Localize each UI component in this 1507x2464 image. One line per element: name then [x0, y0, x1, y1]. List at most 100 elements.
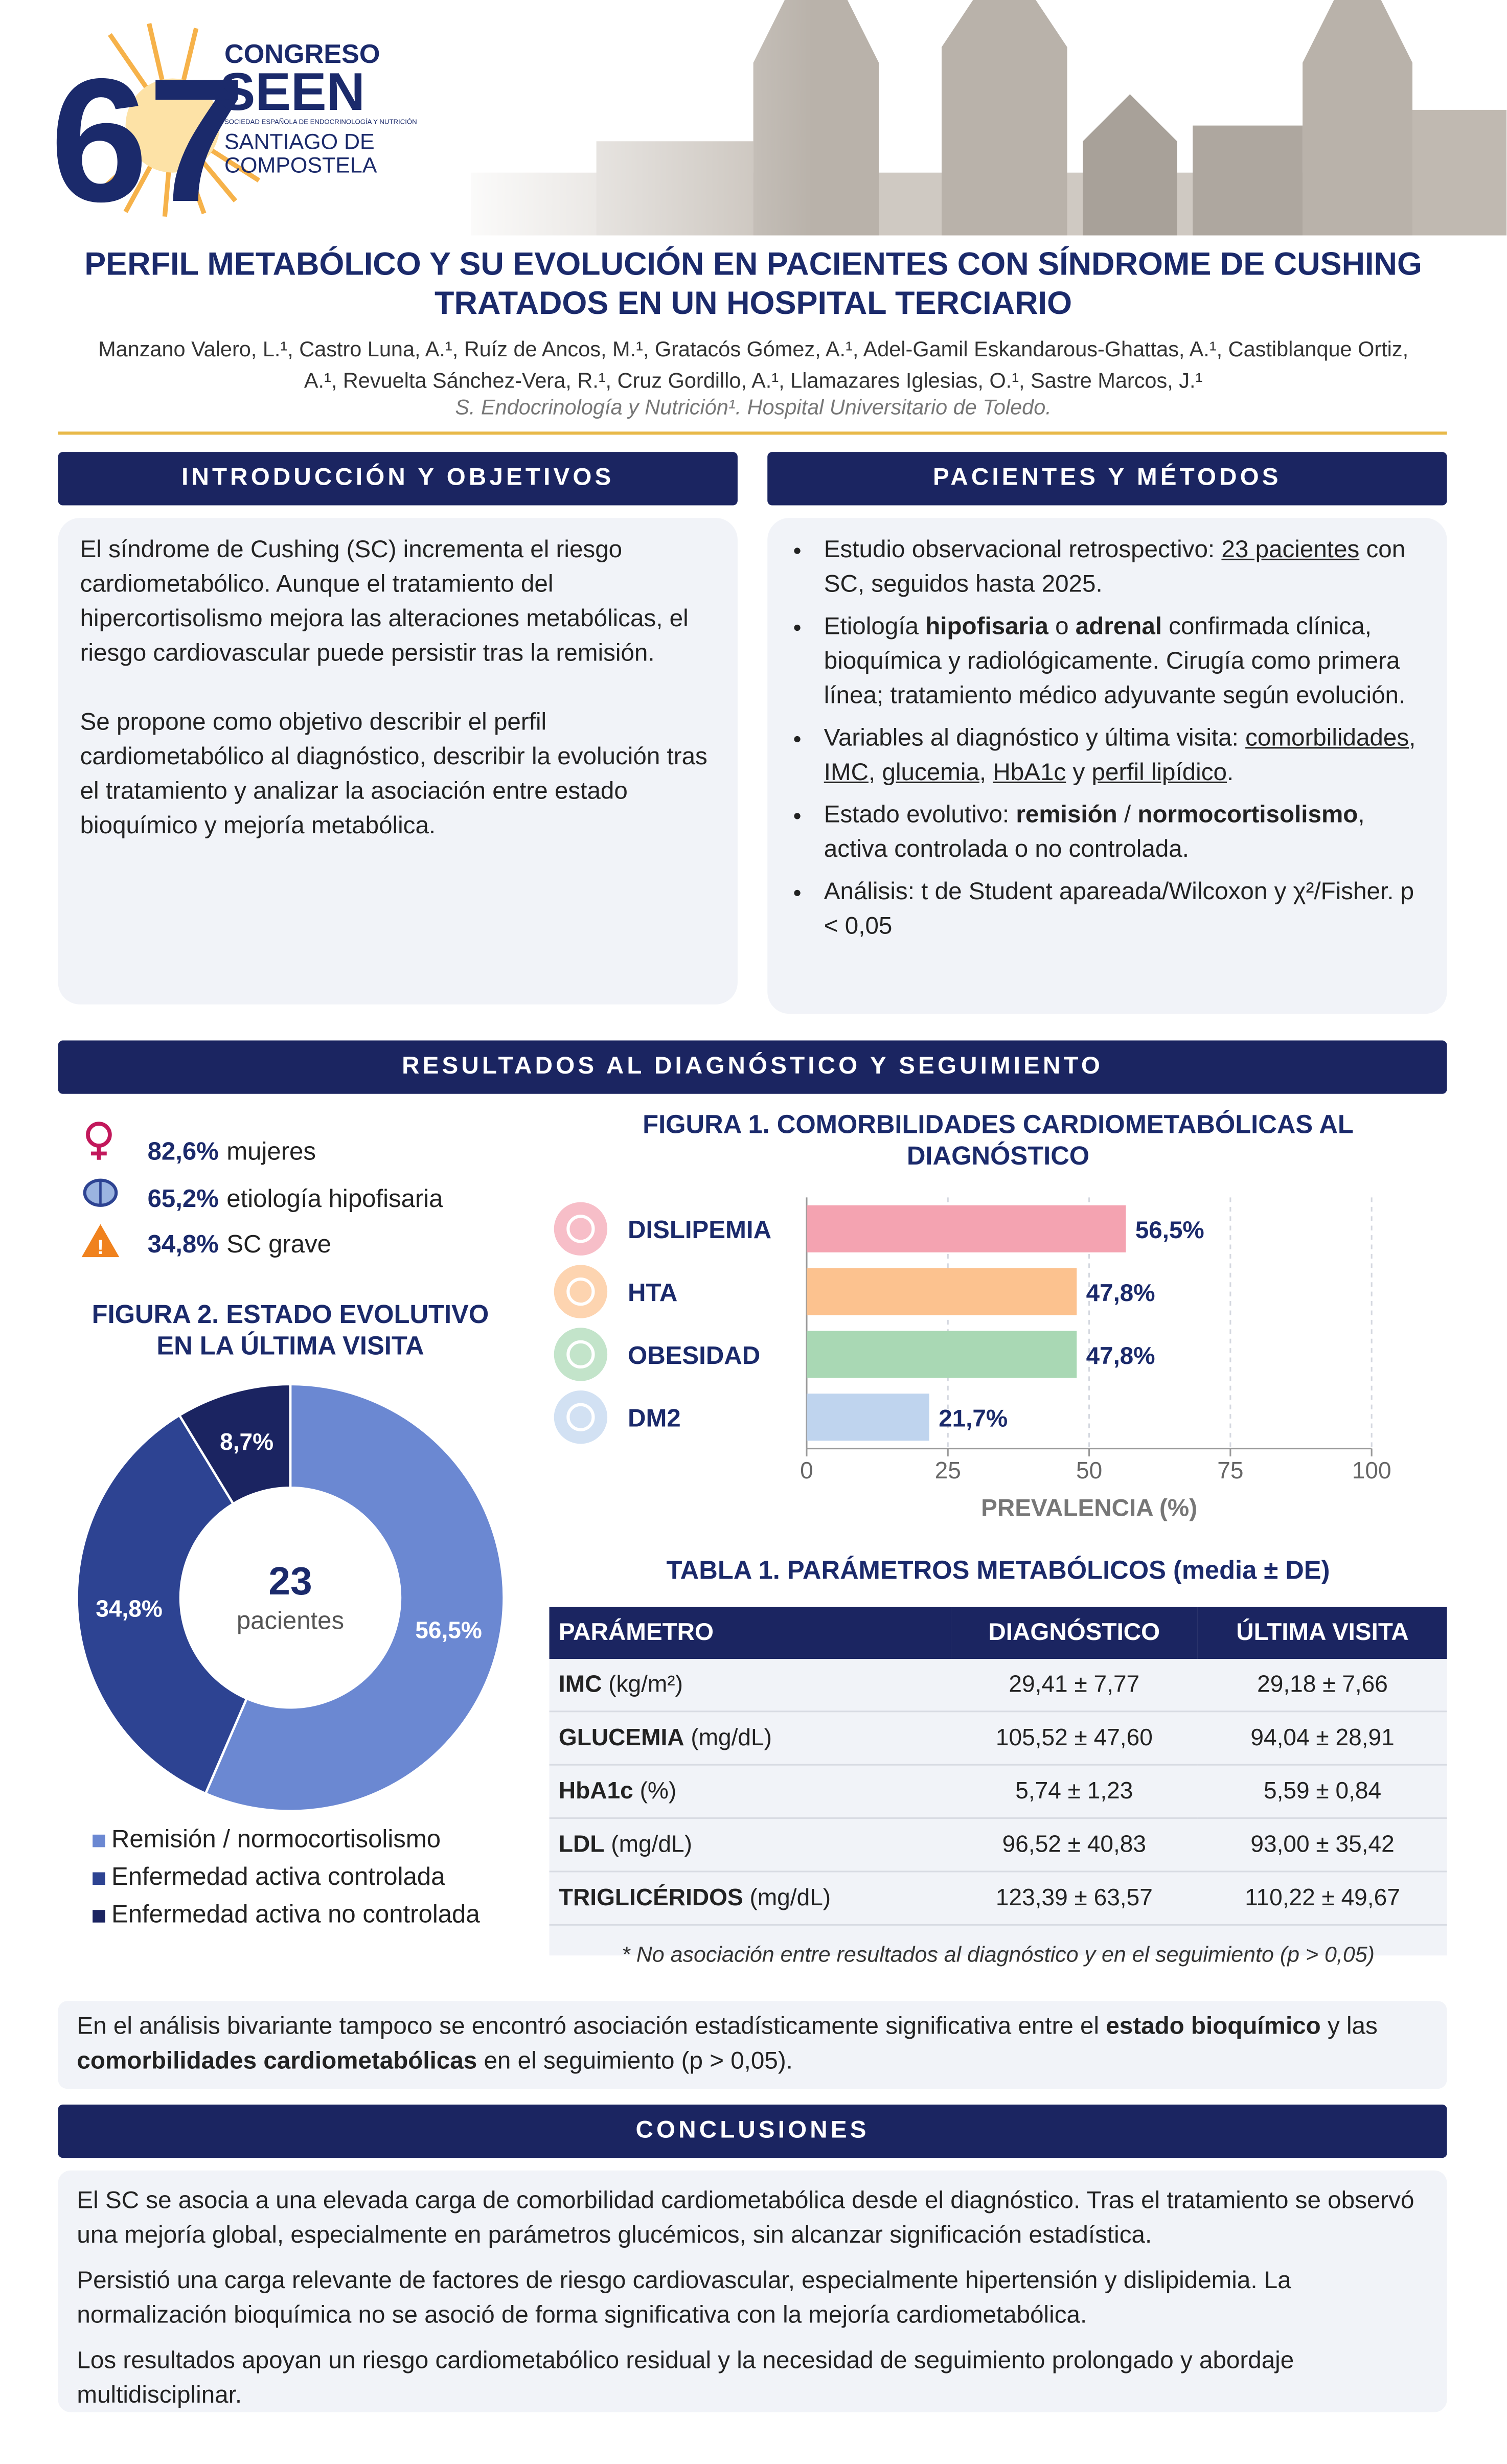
donut-slice	[204, 1383, 505, 1813]
section-heading: PACIENTES Y MÉTODOS	[767, 452, 1447, 506]
x-tick-label: 75	[1217, 1457, 1243, 1484]
legend-label: Enfermedad activa controlada	[111, 1863, 445, 1890]
paragraph: El síndrome de Cushing (SC) incrementa e…	[80, 536, 689, 667]
text-segment: ,	[1409, 725, 1416, 752]
methods-list: Estudio observacional retrospectivo: 23 …	[789, 534, 1425, 945]
y-tick-label: DM2	[628, 1405, 681, 1432]
figure-2: FIGURA 2. ESTADO EVOLUTIVO EN LA ÚLTIMA V…	[76, 1299, 505, 1928]
parameter: HbA1c	[558, 1778, 633, 1805]
text-segment: ,	[869, 759, 882, 787]
x-tick-label: 0	[800, 1457, 813, 1484]
data-label: 21,7%	[939, 1405, 1008, 1432]
x-tick-label: 100	[1352, 1457, 1391, 1484]
data-label: 8,7%	[220, 1428, 273, 1455]
legend-label: Enfermedad activa no controlada	[111, 1901, 480, 1928]
parameter: LDL	[558, 1831, 605, 1858]
stat: 65,2% etiología hipofisaria	[148, 1176, 540, 1223]
figure-title: FIGURA 2. ESTADO EVOLUTIVO EN LA ÚLTIMA V…	[92, 1299, 489, 1360]
table-row: GLUCEMIA (mg/dL) 105,52 ± 47,60 94,04 ± 28…	[549, 1711, 1447, 1766]
data-label: 34,8%	[96, 1595, 163, 1622]
cell: LDL (mg/dL)	[549, 1818, 951, 1873]
affiliation: S. Endocrinología y Nutrición¹. Hospital…	[455, 395, 1052, 419]
unit: (mg/dL)	[604, 1831, 692, 1858]
category-icon	[566, 1403, 595, 1431]
divider	[58, 431, 1447, 435]
table-panel: PARÁMETRO DIAGNÓSTICO ÚLTIMA VISITA IMC (kg…	[549, 1607, 1447, 1967]
bullet: Etiología hipofisaria o adrenal confirma…	[817, 610, 1425, 714]
text-segment: en el seguimiento (p > 0,05).	[477, 2048, 793, 2075]
donut-slice	[76, 1413, 248, 1795]
stat-label: mujeres	[226, 1139, 316, 1167]
text-segment: comorbilidades cardiometabólicas	[77, 2048, 477, 2075]
category-icon	[554, 1328, 608, 1381]
category-icon	[554, 1265, 608, 1318]
logo-society-full: SOCIEDAD ESPAÑOLA DE ENDOCRINOLOGÍA Y NU…	[224, 118, 417, 126]
cell: 105,52 ± 47,60	[950, 1711, 1198, 1766]
text-segment: comorbilidades	[1245, 725, 1409, 752]
category-icon	[566, 1340, 595, 1369]
cell: 123,39 ± 63,57	[950, 1871, 1198, 1926]
section-heading: CONCLUSIONES	[58, 2104, 1447, 2158]
category-icon	[566, 1277, 595, 1306]
svg-text:!: !	[97, 1236, 104, 1259]
x-tick-label: 50	[1076, 1457, 1102, 1484]
data-label: 47,8%	[1086, 1342, 1155, 1370]
table-row: TRIGLICÉRIDOS (mg/dL) 123,39 ± 63,57 110,2…	[549, 1871, 1447, 1926]
unit: (%)	[633, 1778, 677, 1805]
text-segment: glucemia	[882, 759, 979, 787]
paragraph: El SC se asocia a una elevada carga de c…	[77, 2187, 1414, 2249]
logo-sun-core	[125, 78, 220, 173]
title: PERFIL METABÓLICO Y SU EVOLUCIÓN EN PACI…	[84, 246, 1422, 322]
bivariate-note: En el análisis bivariante tampoco se enc…	[58, 2001, 1447, 2089]
stat-label: SC grave	[226, 1231, 332, 1259]
bullet: Análisis: t de Student apareada/Wilcoxon…	[817, 876, 1425, 945]
data-label: 56,5%	[415, 1617, 482, 1644]
text-segment: , activa controlada o no controlada.	[824, 802, 1365, 863]
paragraph: Persistió una carga relevante de factore…	[77, 2268, 1291, 2329]
paragraph: Los resultados apoyan un riesgo cardiome…	[77, 2347, 1294, 2409]
text-segment: normocortisolismo	[1137, 802, 1358, 829]
text-segment: con SC, seguidos hasta 2025.	[824, 536, 1406, 598]
cell: TRIGLICÉRIDOS (mg/dL)	[549, 1871, 951, 1926]
logo-number: 67	[50, 42, 245, 236]
y-tick-label: OBESIDAD	[628, 1342, 760, 1370]
cell: HbA1c (%)	[549, 1765, 951, 1819]
header: 67 CONGRESO SEEN SOCIEDAD ESPAÑOLA DE EN…	[50, 0, 1507, 236]
text-segment: ,	[979, 759, 993, 787]
table-title: TABLA 1. PARÁMETROS METABÓLICOS (media ±…	[666, 1557, 1330, 1585]
text-segment: confirmada clínica, bioquímica y radioló…	[824, 613, 1406, 710]
legend-swatch	[93, 1872, 105, 1885]
stat-value: 34,8%	[147, 1231, 219, 1259]
text-segment: En el análisis bivariante tampoco se enc…	[77, 2013, 1106, 2040]
cell: 96,52 ± 40,83	[950, 1818, 1198, 1873]
bar	[806, 1205, 1126, 1252]
cell: 5,59 ± 0,84	[1198, 1765, 1447, 1819]
text-segment: perfil lipídico	[1091, 759, 1227, 787]
bar	[806, 1394, 929, 1441]
column-header: PARÁMETRO	[549, 1607, 951, 1659]
cell: 5,74 ± 1,23	[950, 1765, 1198, 1819]
center-value: 23	[268, 1560, 312, 1603]
unit: (kg/m²)	[602, 1671, 683, 1698]
table-row: LDL (mg/dL) 96,52 ± 40,83 93,00 ± 35,42	[549, 1818, 1447, 1873]
parameter: GLUCEMIA	[558, 1724, 684, 1752]
unit: (mg/dL)	[743, 1885, 831, 1912]
unit: (mg/dL)	[684, 1724, 772, 1752]
y-tick-label: HTA	[628, 1279, 677, 1307]
text-segment: .	[1227, 759, 1234, 787]
table-header: PARÁMETRO DIAGNÓSTICO ÚLTIMA VISITA	[549, 1607, 1447, 1659]
x-tick-label: 25	[935, 1457, 961, 1484]
bullet: Estado evolutivo: remisión / normocortis…	[817, 799, 1425, 868]
text-segment: IMC	[824, 759, 869, 787]
stat-label: etiología hipofisaria	[226, 1185, 443, 1213]
cell: GLUCEMIA (mg/dL)	[549, 1711, 951, 1766]
figure-title: FIGURA 1. COMORBILIDADES CARDIOMETABÓLIC…	[643, 1110, 1354, 1170]
column-header: ÚLTIMA VISITA	[1198, 1607, 1447, 1659]
stat: 82,6% mujeres	[148, 1130, 540, 1176]
logo-congress: CONGRESO	[224, 39, 380, 69]
category-icon	[554, 1202, 608, 1256]
logo-society: SEEN	[220, 62, 365, 122]
category-icon	[566, 1215, 595, 1243]
text-segment: remisión	[1016, 802, 1117, 829]
legend-swatch	[93, 1910, 105, 1923]
